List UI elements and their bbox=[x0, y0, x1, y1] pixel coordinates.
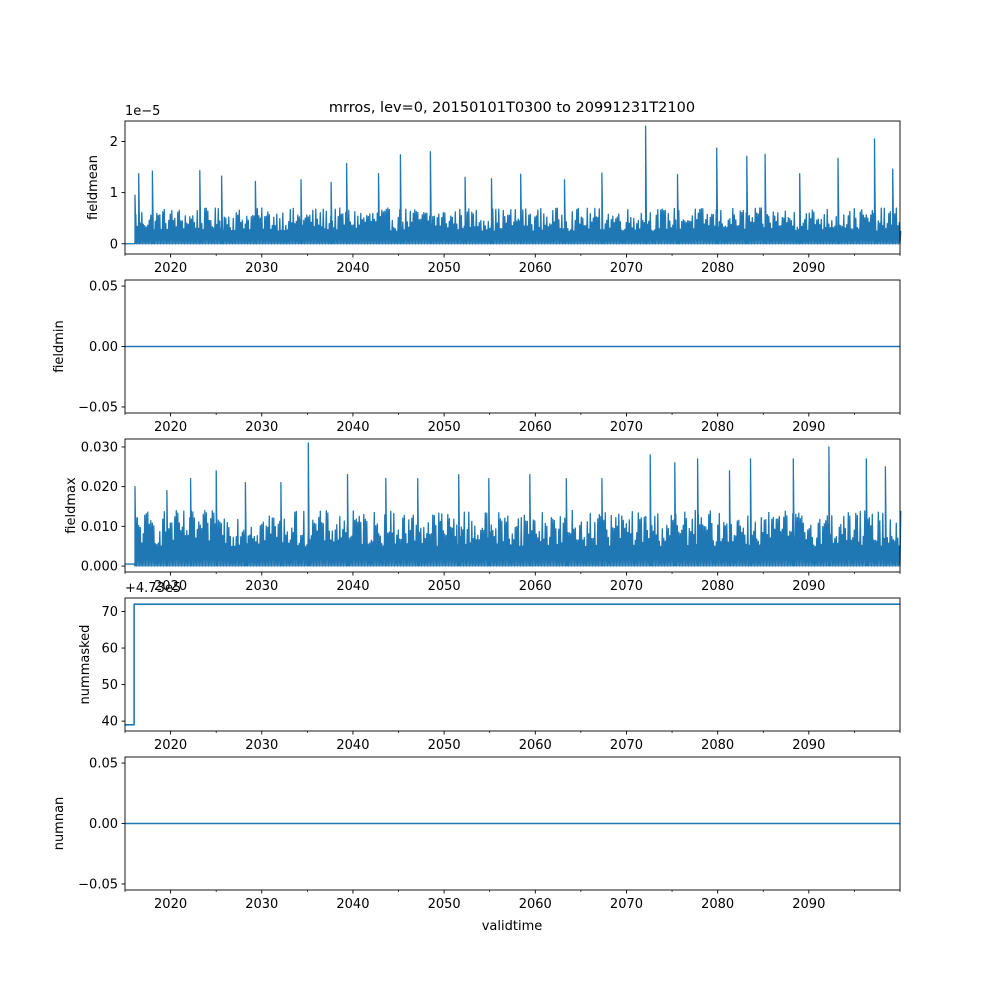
numnan-y-axis-label: numnan bbox=[52, 797, 67, 851]
numnan-x-tick-label: 2080 bbox=[701, 897, 734, 912]
fieldmean-x-tick-label: 2030 bbox=[245, 261, 278, 276]
fieldmean-x-tick-label: 2060 bbox=[519, 261, 552, 276]
fieldmax-axes-frame bbox=[124, 438, 901, 573]
numnan-x-tick-label: 2020 bbox=[154, 897, 187, 912]
numnan-y-tick-label: 0.00 bbox=[89, 817, 118, 832]
panels: 2020 2030 2040 2050 2060 2070 2080 2090 0 1 2 field… bbox=[52, 104, 902, 912]
fieldmin-x-tick-label: 2090 bbox=[792, 420, 825, 435]
fieldmean-offset-label: 1e−5 bbox=[125, 104, 160, 119]
fieldmin-x-tick-label: 2050 bbox=[428, 420, 461, 435]
fieldmax-y-tick-label: 0.000 bbox=[81, 560, 118, 575]
fieldmax-x-tick-label: 2070 bbox=[610, 579, 643, 594]
panel-nummasked: 2020 2030 2040 2050 2060 2070 2080 2090 40 50 60 70… bbox=[78, 581, 901, 753]
fieldmean-y-tick-label: 1 bbox=[110, 186, 118, 201]
nummasked-x-tick-label: 2050 bbox=[428, 738, 461, 753]
fieldmean-axes-frame bbox=[124, 120, 901, 255]
nummasked-y-tick-label: 50 bbox=[101, 678, 118, 693]
fieldmax-y-tick-label: 0.010 bbox=[81, 520, 118, 535]
numnan-x-tick-label: 2050 bbox=[428, 897, 461, 912]
fieldmax-y-tick-label: 0.020 bbox=[81, 480, 118, 495]
numnan-x-tick-label: 2070 bbox=[610, 897, 643, 912]
nummasked-x-tick-label: 2070 bbox=[610, 738, 643, 753]
fieldmax-x-tick-label: 2050 bbox=[428, 579, 461, 594]
fieldmean-x-tick-label: 2080 bbox=[701, 261, 734, 276]
fieldmean-x-tick-label: 2040 bbox=[336, 261, 369, 276]
nummasked-x-tick-label: 2060 bbox=[519, 738, 552, 753]
fieldmin-x-tick-label: 2020 bbox=[154, 420, 187, 435]
fieldmean-x-tick-label: 2070 bbox=[610, 261, 643, 276]
fieldmax-series-line bbox=[125, 442, 902, 567]
numnan-x-tick-label: 2040 bbox=[336, 897, 369, 912]
fieldmax-x-tick-label: 2020 bbox=[154, 579, 187, 594]
fieldmean-y-tick-label: 0 bbox=[110, 237, 118, 252]
nummasked-y-tick-label: 40 bbox=[101, 715, 118, 730]
numnan-x-tick-label: 2060 bbox=[519, 897, 552, 912]
fieldmax-y-tick-label: 0.030 bbox=[81, 440, 118, 455]
fieldmean-x-tick-label: 2020 bbox=[154, 261, 187, 276]
fieldmax-x-tick-label: 2060 bbox=[519, 579, 552, 594]
nummasked-x-tick-label: 2040 bbox=[336, 738, 369, 753]
fieldmax-x-tick-label: 2040 bbox=[336, 579, 369, 594]
fieldmax-x-tick-label: 2030 bbox=[245, 579, 278, 594]
fieldmin-y-tick-label: 0.00 bbox=[89, 340, 118, 355]
numnan-x-tick-label: 2030 bbox=[245, 897, 278, 912]
nummasked-x-tick-label: 2030 bbox=[245, 738, 278, 753]
nummasked-offset-label: +4.73e5 bbox=[125, 581, 181, 596]
nummasked-y-tick-label: 70 bbox=[101, 605, 118, 620]
numnan-x-tick-label: 2090 bbox=[792, 897, 825, 912]
fieldmin-x-tick-label: 2060 bbox=[519, 420, 552, 435]
fieldmin-y-tick-label: 0.05 bbox=[89, 280, 118, 295]
fieldmin-x-tick-label: 2030 bbox=[245, 420, 278, 435]
fieldmin-x-tick-label: 2080 bbox=[701, 420, 734, 435]
fieldmin-x-tick-label: 2040 bbox=[336, 420, 369, 435]
fieldmax-x-tick-label: 2090 bbox=[792, 579, 825, 594]
fieldmean-y-axis-label: fieldmean bbox=[86, 155, 101, 220]
chart-title: mrros, lev=0, 20150101T0300 to 20991231T… bbox=[329, 100, 695, 116]
fieldmin-x-tick-label: 2070 bbox=[610, 420, 643, 435]
nummasked-x-tick-label: 2080 bbox=[701, 738, 734, 753]
nummasked-x-tick-label: 2020 bbox=[154, 738, 187, 753]
fieldmin-y-axis-label: fieldmin bbox=[52, 320, 67, 373]
nummasked-axes-frame bbox=[124, 597, 901, 732]
fieldmin-y-tick-label: −0.05 bbox=[78, 400, 118, 415]
fieldmax-x-tick-label: 2080 bbox=[701, 579, 734, 594]
nummasked-series-line bbox=[125, 603, 900, 726]
panel-fieldmax: 2020 2030 2040 2050 2060 2070 2080 2090 0.000 0.0… bbox=[64, 438, 902, 594]
fieldmax-y-axis-label: fieldmax bbox=[64, 477, 79, 534]
panel-fieldmean: 2020 2030 2040 2050 2060 2070 2080 2090 0 1 2 field… bbox=[86, 104, 902, 276]
panel-fieldmin: 2020 2030 2040 2050 2060 2070 2080 2090 −0.05 0.0… bbox=[52, 280, 901, 435]
panel-numnan: 2020 2030 2040 2050 2060 2070 2080 2090 −0.05 0.0… bbox=[52, 757, 901, 912]
nummasked-x-tick-label: 2090 bbox=[792, 738, 825, 753]
numnan-y-tick-label: −0.05 bbox=[78, 877, 118, 892]
fieldmean-x-tick-label: 2090 bbox=[792, 261, 825, 276]
fieldmean-y-tick-label: 2 bbox=[110, 135, 118, 150]
fieldmean-x-tick-label: 2050 bbox=[428, 261, 461, 276]
nummasked-y-axis-label: nummasked bbox=[78, 625, 93, 705]
nummasked-y-tick-label: 60 bbox=[101, 642, 118, 657]
numnan-y-tick-label: 0.05 bbox=[89, 757, 118, 772]
x-axis-label: validtime bbox=[482, 919, 543, 934]
fieldmean-series-line bbox=[125, 125, 902, 245]
